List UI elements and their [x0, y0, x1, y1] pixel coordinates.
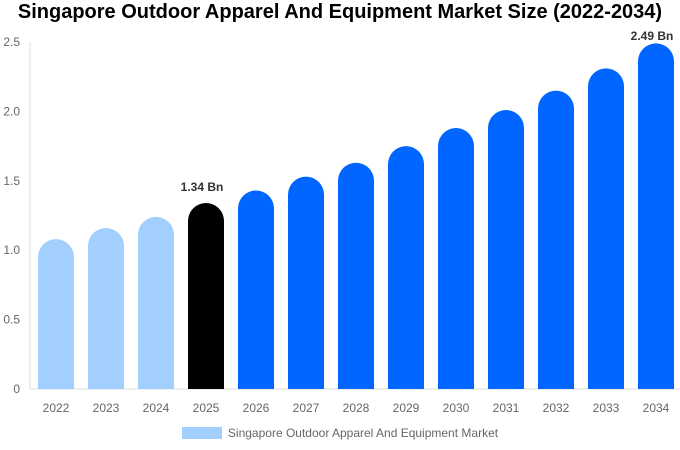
y-tick-label: 2.5	[3, 35, 20, 49]
bar-2032	[538, 90, 574, 389]
bar-2023	[88, 227, 124, 389]
x-tick-label: 2022	[43, 401, 70, 415]
bar-2033	[588, 68, 624, 389]
x-tick-label: 2026	[243, 401, 270, 415]
bar-2024	[138, 216, 174, 389]
x-tick-label: 2033	[593, 401, 620, 415]
x-tick-label: 2023	[93, 401, 120, 415]
legend-swatch	[181, 427, 222, 439]
x-tick-label: 2031	[493, 401, 520, 415]
bar-2022	[38, 239, 74, 389]
bar-2029	[388, 146, 424, 389]
bar-2031	[488, 110, 524, 389]
bar-2027	[288, 176, 324, 389]
legend-label: Singapore Outdoor Apparel And Equipment …	[227, 426, 499, 440]
chart-title: Singapore Outdoor Apparel And Equipment …	[17, 1, 663, 23]
x-tick-label: 2030	[443, 401, 470, 415]
bar-2030	[438, 128, 474, 389]
data-label: 1.34 Bn	[181, 180, 224, 194]
x-tick-label: 2034	[643, 401, 670, 415]
x-tick-label: 2027	[293, 401, 320, 415]
y-tick-label: 2.0	[3, 104, 20, 118]
data-label: 2.49 Bn	[631, 29, 674, 43]
legend: Singapore Outdoor Apparel And Equipment …	[0, 426, 680, 440]
x-tick-label: 2032	[543, 401, 570, 415]
y-tick-label: 1.5	[3, 174, 20, 188]
y-tick-label: 0.5	[3, 313, 20, 327]
x-tick-label: 2028	[343, 401, 370, 415]
y-tick-label: 0	[13, 382, 20, 396]
bar-2034	[638, 43, 674, 389]
bar-2025	[188, 203, 224, 389]
x-tick-label: 2029	[393, 401, 420, 415]
x-tick-label: 2024	[143, 401, 170, 415]
bar-2026	[238, 190, 274, 389]
bar-2028	[338, 162, 374, 389]
y-tick-label: 1.0	[3, 243, 20, 257]
x-tick-label: 2025	[193, 401, 220, 415]
